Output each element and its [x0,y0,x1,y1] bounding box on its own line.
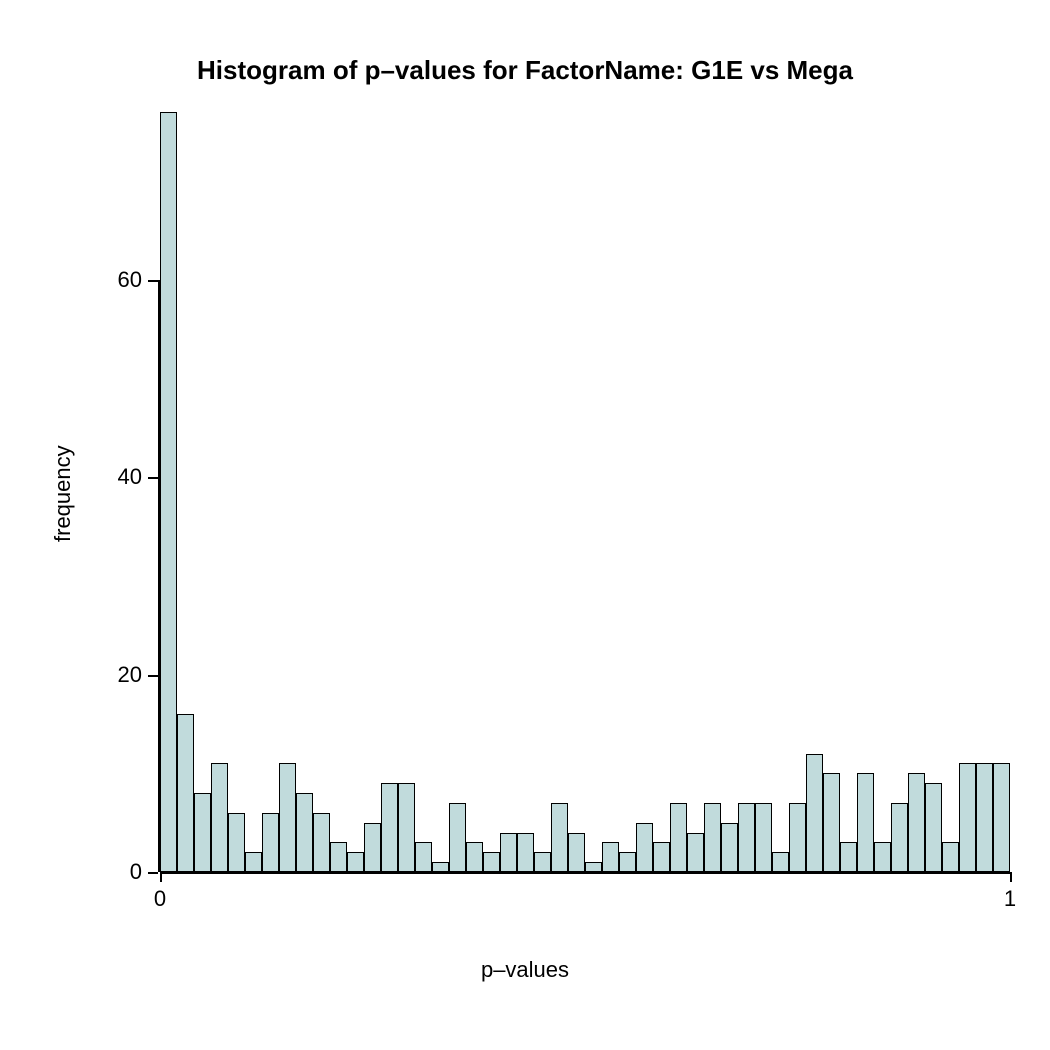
histogram-bar [925,783,942,872]
plot-area [160,112,1010,872]
histogram-bar [330,842,347,872]
histogram-bar [483,852,500,872]
y-tick [148,872,158,874]
histogram-bar [313,813,330,872]
histogram-bar [551,803,568,872]
histogram-bar [976,763,993,872]
y-tick-label: 40 [118,464,142,490]
y-tick [148,280,158,282]
chart-title: Histogram of p–values for FactorName: G1… [0,55,1050,86]
histogram-bar [789,803,806,872]
histogram-bar [500,833,517,872]
histogram-bar [228,813,245,872]
x-tick [1010,872,1012,882]
histogram-bar [177,714,194,872]
histogram-bar [619,852,636,872]
histogram-bar [687,833,704,872]
histogram-bar [704,803,721,872]
histogram-bar [755,803,772,872]
histogram-bar [840,842,857,872]
y-axis-label: frequency [50,445,76,542]
y-tick [148,675,158,677]
histogram-bar [279,763,296,872]
chart-container: Histogram of p–values for FactorName: G1… [0,0,1050,1050]
x-tick-label: 0 [140,886,180,912]
histogram-bar [517,833,534,872]
x-tick [160,872,162,882]
histogram-bar [908,773,925,872]
histogram-bar [534,852,551,872]
y-tick-label: 0 [130,859,142,885]
histogram-bar [245,852,262,872]
histogram-bar [993,763,1010,872]
histogram-bar [381,783,398,872]
histogram-bar [466,842,483,872]
y-tick-label: 60 [118,267,142,293]
histogram-bar [857,773,874,872]
y-axis-line [158,280,160,872]
histogram-bar [874,842,891,872]
histogram-bar [262,813,279,872]
histogram-bar [449,803,466,872]
histogram-bar [806,754,823,872]
histogram-bar [721,823,738,872]
histogram-bar [211,763,228,872]
histogram-bar [636,823,653,872]
y-tick [148,477,158,479]
histogram-bar [296,793,313,872]
histogram-bar [364,823,381,872]
histogram-bar [602,842,619,872]
x-axis-label: p–values [0,957,1050,983]
histogram-bar [823,773,840,872]
histogram-bar [415,842,432,872]
histogram-bar [959,763,976,872]
histogram-bar [942,842,959,872]
histogram-bar [347,852,364,872]
histogram-bar [585,862,602,872]
histogram-bar [670,803,687,872]
histogram-bar [194,793,211,872]
histogram-bar [738,803,755,872]
histogram-bar [891,803,908,872]
histogram-bar [398,783,415,872]
x-axis-line [160,872,1010,874]
histogram-bar [772,852,789,872]
histogram-bar [568,833,585,872]
histogram-bar [432,862,449,872]
histogram-bar [160,112,177,872]
x-tick-label: 1 [990,886,1030,912]
y-tick-label: 20 [118,662,142,688]
histogram-bar [653,842,670,872]
